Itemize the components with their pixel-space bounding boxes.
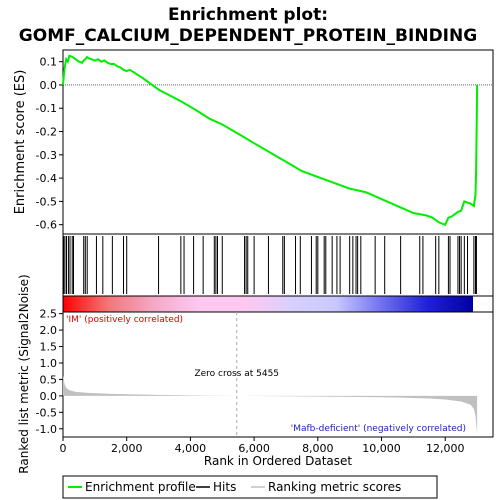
es-y-tick-label: -0.6 xyxy=(36,219,57,232)
hits-panel-frame xyxy=(62,233,494,297)
x-tick-label: 6,000 xyxy=(238,442,270,455)
zero-cross-label: Zero cross at 5455 xyxy=(194,369,279,379)
x-tick-label: 8,000 xyxy=(302,442,334,455)
x-tick-label: 0 xyxy=(60,442,67,455)
metric-panel: 2.5 2.0 1.5 1.0 0.5 0.0 -0.5 -1.0 Zero cross at… xyxy=(17,274,494,474)
legend-frame xyxy=(62,475,438,499)
legend: Enrichment profile Hits Ranking metric s… xyxy=(62,475,438,499)
es-y-tick-label: 0.1 xyxy=(40,56,58,69)
metric-panel-frame xyxy=(62,311,494,438)
metric-y-tick-label: 2.5 xyxy=(40,308,58,321)
hits-panel xyxy=(62,233,494,297)
x-axis-label: Rank in Ordered Dataset xyxy=(204,454,352,468)
metric-y-tick-label: 0.5 xyxy=(40,373,58,386)
metric-y-tick-label: 2.0 xyxy=(40,324,58,337)
chart-title-line1: Enrichment plot: xyxy=(168,5,328,25)
legend-hits: Hits xyxy=(213,480,236,494)
chart-title-line2: GOMF_CALCIUM_DEPENDENT_PROTEIN_BINDING xyxy=(19,26,477,46)
x-axis: 0 2,000 4,000 6,000 8,000 10,000 12,000 xyxy=(60,437,465,455)
es-y-tick-label: 0.0 xyxy=(40,79,58,92)
enrichment-profile-line xyxy=(62,54,479,226)
hit-marks xyxy=(63,236,477,294)
metric-y-tick-label: 0.0 xyxy=(40,390,58,403)
x-tick-label: 2,000 xyxy=(111,442,143,455)
metric-y-axis: 2.5 2.0 1.5 1.0 0.5 0.0 -0.5 -1.0 xyxy=(36,308,63,436)
es-y-tick-label: -0.3 xyxy=(36,149,57,162)
es-panel-frame xyxy=(62,49,494,235)
es-y-tick-label: -0.1 xyxy=(36,102,57,115)
legend-ranking-metric-scores: Ranking metric scores xyxy=(268,480,401,494)
es-y-tick-label: -0.2 xyxy=(36,126,57,139)
metric-y-tick-label: 1.5 xyxy=(40,341,58,354)
metric-y-tick-label: -0.5 xyxy=(36,406,57,419)
es-y-axis: 0.1 0.0 -0.1 -0.2 -0.3 -0.4 -0.5 -0.6 xyxy=(36,56,63,232)
es-y-axis-label: Enrichment score (ES) xyxy=(13,70,28,215)
x-tick-label: 10,000 xyxy=(362,442,401,455)
x-tick-label: 12,000 xyxy=(426,442,465,455)
colorbar-panel xyxy=(62,295,494,313)
es-y-tick-label: -0.4 xyxy=(36,172,57,185)
metric-y-axis-label: Ranked list metric (Signal2Noise) xyxy=(17,274,31,473)
rank-colorbar xyxy=(63,296,473,312)
metric-y-tick-label: -1.0 xyxy=(36,423,57,436)
metric-y-tick-label: 1.0 xyxy=(40,357,58,370)
es-panel: 0.1 0.0 -0.1 -0.2 -0.3 -0.4 -0.5 -0.6 Enrichmen… xyxy=(13,49,494,235)
es-y-tick-label: -0.5 xyxy=(36,195,57,208)
legend-enrichment-profile: Enrichment profile xyxy=(85,480,196,494)
positive-correlation-label: 'IM' (positively correlated) xyxy=(66,315,183,325)
x-tick-label: 4,000 xyxy=(175,442,207,455)
negative-correlation-label: 'Mafb-deficient' (negatively correlated) xyxy=(291,424,466,434)
